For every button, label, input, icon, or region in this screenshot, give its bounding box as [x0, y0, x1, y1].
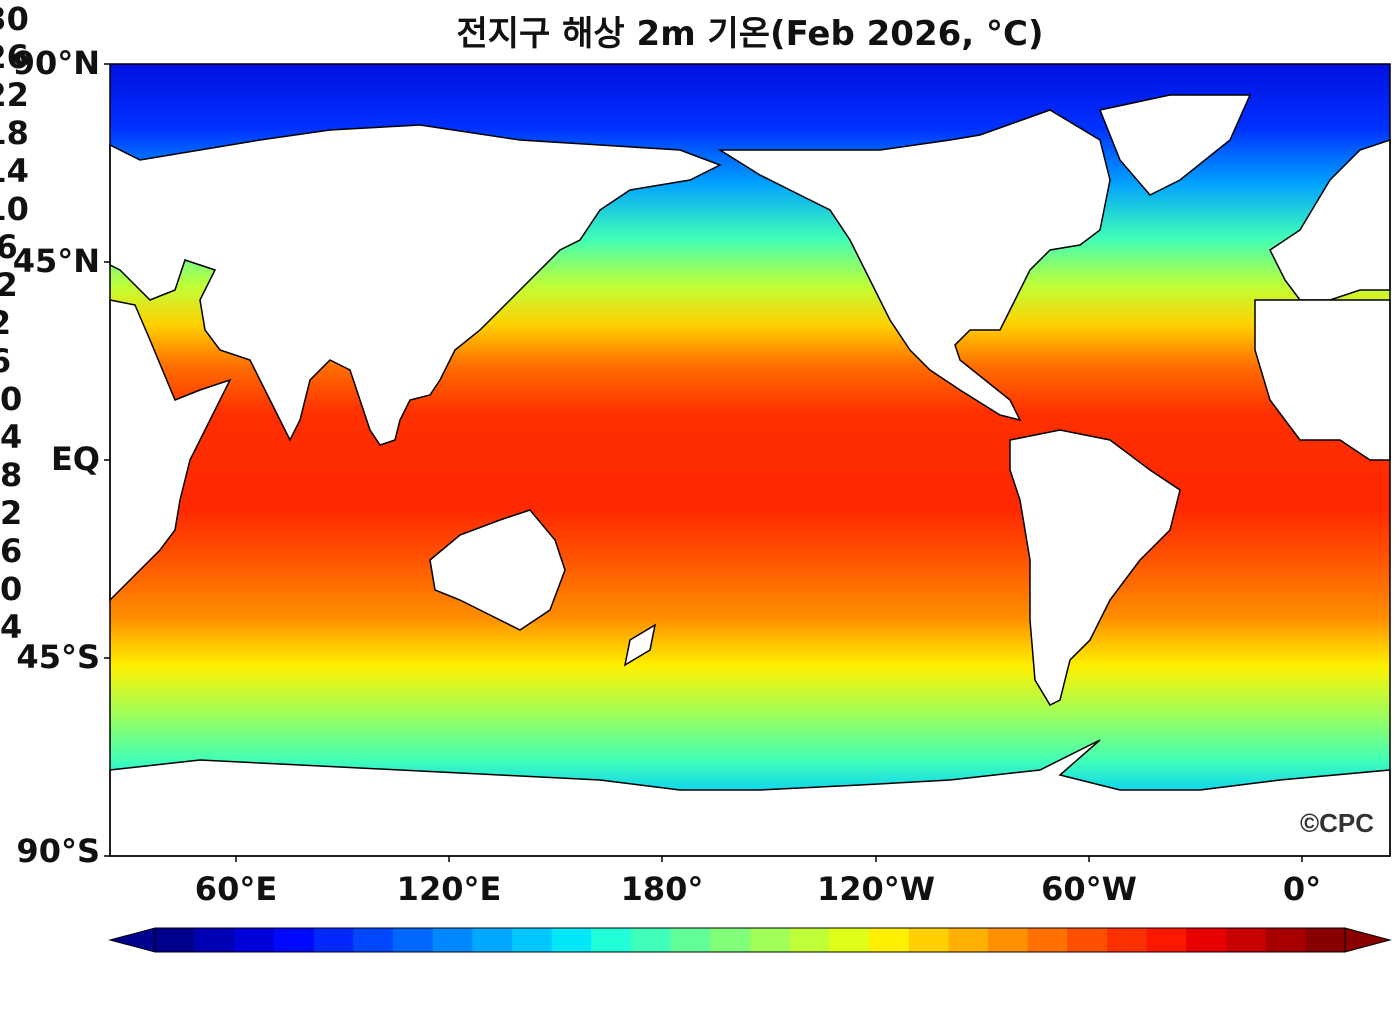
colorbar-swatch — [591, 928, 632, 952]
colorbar-swatch — [274, 928, 315, 952]
colorbar-tick-label: 2 — [0, 304, 40, 342]
colorbar-swatch — [353, 928, 394, 952]
land-masses — [109, 94, 1391, 857]
colorbar-swatch — [789, 928, 830, 952]
colorbar-swatch — [512, 928, 553, 952]
colorbar-labels: -30-26-22-18-14-10-6-22610141822263034 — [0, 0, 40, 646]
lon-label-0: 0° — [1282, 870, 1322, 908]
colorbar-swatch — [234, 928, 275, 952]
colorbar-swatch — [551, 928, 592, 952]
lat-label-90n: 90°N — [12, 44, 100, 82]
colorbar-tick-label: -18 — [0, 114, 29, 152]
colorbar-swatch — [869, 928, 910, 952]
colorbar-tick-label: -10 — [0, 190, 29, 228]
colorbar-swatch — [631, 928, 672, 952]
land-africa — [109, 299, 232, 602]
cpc-watermark: ©CPC — [1300, 808, 1375, 838]
lat-label-90s: 90°S — [16, 832, 100, 870]
colorbar-swatch — [194, 928, 235, 952]
colorbar-tick-label: 22 — [0, 494, 23, 532]
colorbar-tick-label: 34 — [0, 608, 23, 646]
colorbar-swatch — [750, 928, 791, 952]
land-west-africa — [1254, 299, 1391, 461]
colorbar-swatch — [1067, 928, 1108, 952]
colorbar-swatch — [908, 928, 949, 952]
colorbar-swatch — [1107, 928, 1148, 952]
colorbar — [108, 927, 1392, 953]
colorbar-swatch — [155, 928, 196, 952]
colorbar-tick-label: 30 — [0, 570, 23, 608]
colorbar-swatch — [472, 928, 513, 952]
colorbar-swatch — [393, 928, 434, 952]
colorbar-swatch — [1226, 928, 1267, 952]
colorbar-swatch — [829, 928, 870, 952]
lat-label-eq: EQ — [50, 440, 100, 478]
colorbar-swatch — [710, 928, 751, 952]
lat-label-45s: 45°S — [16, 638, 100, 676]
colorbar-swatch — [1305, 928, 1346, 952]
land-greenland — [1098, 94, 1252, 196]
land-australia — [429, 509, 566, 631]
colorbar-border — [154, 927, 1346, 953]
lon-label-60w: 60°W — [1041, 870, 1137, 908]
colorbar-swatch — [1027, 928, 1068, 952]
colorbar-swatch — [1265, 928, 1306, 952]
lon-label-120w: 120°W — [816, 870, 936, 908]
colorbar-swatch — [948, 928, 989, 952]
colorbar-tick-label: 10 — [0, 380, 23, 418]
colorbar-swatch — [670, 928, 711, 952]
colorbar-tick-label: -26 — [0, 38, 29, 76]
lon-label-120e: 120°E — [396, 870, 502, 908]
colorbar-tick-label: -22 — [0, 76, 29, 114]
colorbar-swatch — [432, 928, 473, 952]
map-title: 전지구 해상 2m 기온(Feb 2026, °C) — [456, 14, 1044, 54]
land-north-america — [717, 109, 1111, 422]
colorbar-swatch — [1146, 928, 1187, 952]
colorbar-tick-label: -2 — [0, 266, 18, 304]
colorbar-swatch — [313, 928, 354, 952]
colorbar-swatch — [988, 928, 1029, 952]
colorbar-tick-label: -30 — [0, 0, 29, 38]
lon-label-60e: 60°E — [194, 870, 278, 908]
colorbar-max-extend — [1344, 927, 1392, 953]
lat-label-45n: 45°N — [12, 242, 100, 280]
colorbar-tick-label: 26 — [0, 532, 23, 570]
lon-label-180: 180° — [620, 870, 704, 908]
land-new-zealand — [623, 623, 657, 667]
axis-ticks — [104, 63, 1303, 862]
colorbar-tick-label: 6 — [0, 342, 40, 380]
land-asia — [109, 124, 722, 446]
colorbar-tick-label: -14 — [0, 152, 29, 190]
colorbar-tick-label: 18 — [0, 456, 23, 494]
colorbar-tick-label: -6 — [0, 228, 18, 266]
land-antarctica — [109, 739, 1391, 857]
colorbar-swatch — [1186, 928, 1227, 952]
land-south-america — [1009, 429, 1181, 706]
colorbar-min-extend — [108, 927, 156, 953]
colorbar-tick-label: 14 — [0, 418, 23, 456]
